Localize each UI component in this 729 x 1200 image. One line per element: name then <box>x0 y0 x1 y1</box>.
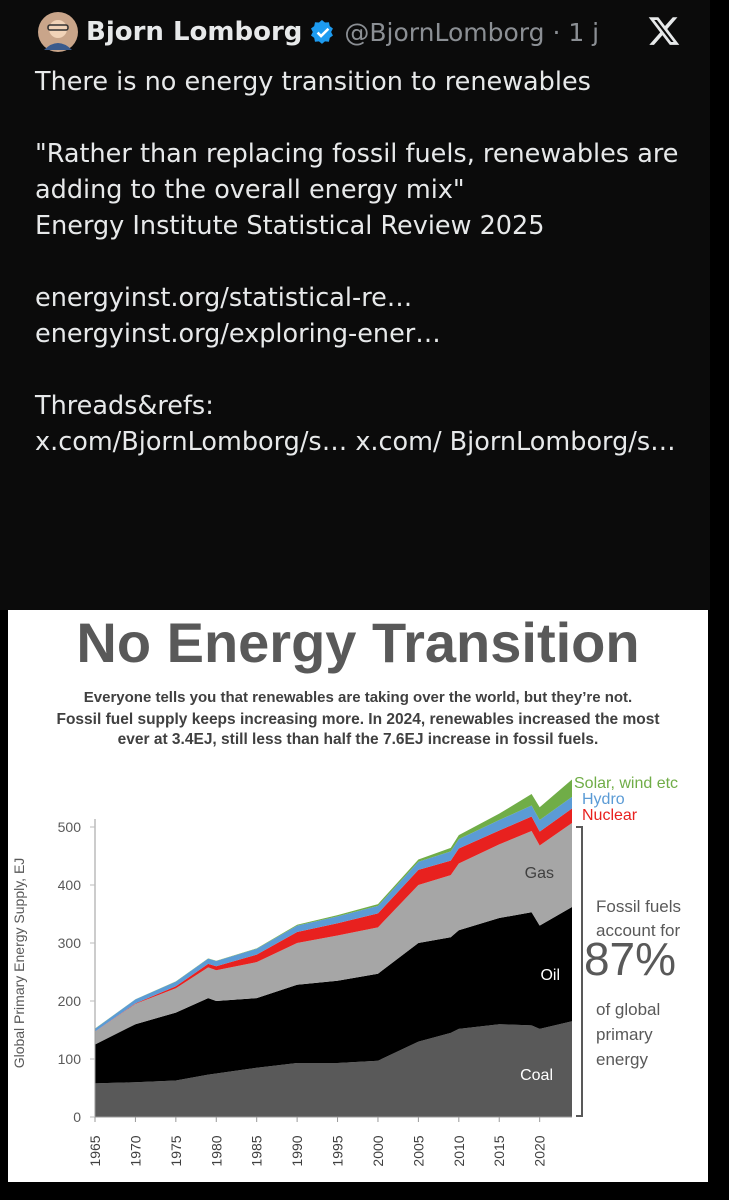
y-tick-label: 0 <box>73 1109 81 1125</box>
chart-subtitle: Everyone tells you that renewables are t… <box>84 689 632 706</box>
annotation: 87% <box>584 933 676 985</box>
tweet-line: "Rather than replacing fossil fuels, ren… <box>35 139 679 205</box>
avatar[interactable] <box>38 12 78 52</box>
tweet-line: Energy Institute Statistical Review 2025 <box>35 211 545 241</box>
y-tick-label: 500 <box>58 819 82 835</box>
x-tick-label: 2000 <box>370 1135 386 1166</box>
x-tick-label: 2015 <box>491 1135 507 1166</box>
author-name[interactable]: Bjorn Lomborg <box>86 17 303 47</box>
tweet-line[interactable]: energyinst.org/statistical-re… <box>35 283 413 313</box>
y-tick-label: 200 <box>58 993 82 1009</box>
subtitle-box: Fossil fuel supply keeps increasing more… <box>56 711 660 748</box>
area <box>95 779 572 1029</box>
x-tick-label: 1970 <box>127 1135 143 1166</box>
x-tick-label: 1990 <box>289 1135 305 1166</box>
x-tick-label: 2010 <box>451 1135 467 1166</box>
area <box>95 907 572 1084</box>
x-logo[interactable] <box>646 14 682 48</box>
y-tick-label: 300 <box>58 935 82 951</box>
tweet-paragraph: energyinst.org/statistical-re… energyinst… <box>35 280 685 352</box>
x-tick-label: 1985 <box>249 1135 265 1166</box>
annotation: Fossil fuels <box>596 897 681 916</box>
legend-label: Solar, wind etc <box>574 775 678 792</box>
y-axis-label: Global Primary Energy Supply, EJ <box>11 858 27 1069</box>
bracket <box>576 826 583 1117</box>
annotation: primary <box>596 1025 653 1044</box>
x-tick-label: 1995 <box>330 1135 346 1166</box>
tweet-text: There is no energy transition to renewab… <box>35 64 685 496</box>
x-tick-label: 1965 <box>87 1135 103 1166</box>
area <box>95 822 572 1045</box>
tweet-paragraph: Threads&refs: x.com/BjornLomborg/s… x.com… <box>35 388 685 460</box>
area <box>95 796 572 1032</box>
chart-title: No Energy Transition <box>76 611 639 674</box>
chart-subtitle: Fossil fuel supply keeps increasing more… <box>56 711 660 748</box>
tweet-meta: @BjornLomborg · 1 j <box>344 17 600 47</box>
chart-image: No Energy Transition Everyone tells you t… <box>8 610 708 1182</box>
annotation: energy <box>596 1050 648 1069</box>
chart: No Energy Transition Everyone tells you t… <box>11 611 681 1167</box>
legend-label: Gas <box>525 865 554 882</box>
x-tick-label: 2020 <box>532 1135 548 1166</box>
verified-badge <box>311 19 334 44</box>
tweet: Bjorn Lomborg @BjornLomborg · 1 j There … <box>0 0 710 610</box>
tweet-paragraph: There is no energy transition to renewab… <box>35 64 685 100</box>
tweet-line[interactable]: energyinst.org/exploring-ener… <box>35 319 441 349</box>
tweet-line[interactable]: Threads&refs: <box>35 391 214 421</box>
area <box>95 808 572 1032</box>
tweet-line: There is no energy transition to renewab… <box>35 67 591 97</box>
legend-label: Hydro <box>582 791 625 808</box>
annotation: of global <box>596 1000 660 1019</box>
x-tick-label: 1980 <box>208 1135 224 1166</box>
y-tick-label: 100 <box>58 1051 82 1067</box>
legend-label: Nuclear <box>582 807 638 824</box>
y-tick-label: 400 <box>58 877 82 893</box>
legend-label: Coal <box>520 1067 553 1084</box>
x-tick-label: 2005 <box>410 1135 426 1166</box>
tweet-header: Bjorn Lomborg @BjornLomborg · 1 j <box>86 12 599 52</box>
tweet-line[interactable]: x.com/BjornLomborg/s… x.com/ BjornLombor… <box>35 427 676 457</box>
legend-label: Oil <box>540 967 560 984</box>
tweet-paragraph: "Rather than replacing fossil fuels, ren… <box>35 136 685 244</box>
annotation: account for <box>596 921 680 940</box>
x-tick-label: 1975 <box>168 1135 184 1166</box>
area <box>95 1021 572 1117</box>
